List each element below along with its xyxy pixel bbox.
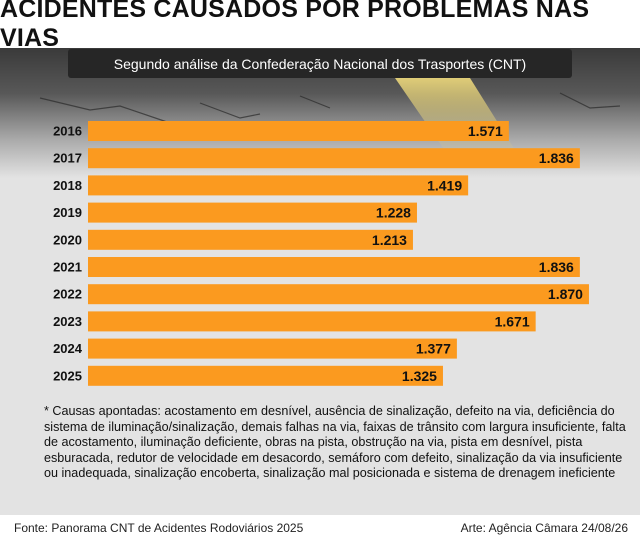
bar — [88, 121, 509, 141]
credit-text: Arte: Agência Câmara 24/08/26 — [460, 521, 628, 535]
category-label: 2022 — [53, 287, 82, 302]
category-label: 2024 — [53, 341, 83, 356]
category-label: 2016 — [53, 124, 82, 139]
data-label: 1.213 — [372, 232, 407, 248]
category-label: 2017 — [53, 151, 82, 166]
subtitle: Segundo análise da Confederação Nacional… — [113, 55, 527, 72]
footer: Fonte: Panorama CNT de Acidentes Rodoviá… — [0, 515, 640, 542]
source-text: Fonte: Panorama CNT de Acidentes Rodoviá… — [14, 521, 304, 535]
bar — [88, 229, 413, 250]
bar — [88, 365, 443, 386]
category-label: 2020 — [53, 232, 82, 247]
data-label: 1.571 — [468, 123, 503, 139]
bar — [88, 257, 580, 277]
data-label: 1.836 — [539, 259, 574, 275]
data-label: 1.377 — [416, 341, 451, 357]
footnote: * Causas apontadas: acostamento em desní… — [44, 404, 626, 481]
category-label: 2021 — [53, 260, 82, 275]
bar — [88, 175, 469, 196]
category-label: 2025 — [53, 368, 82, 383]
bar — [88, 338, 457, 359]
bar — [88, 311, 536, 332]
category-label: 2019 — [53, 205, 82, 220]
bar-chart: 2016 1.571 2017 1.836 2018 1.419 2019 1.228 2020… — [53, 121, 589, 386]
data-label: 1.419 — [427, 177, 462, 193]
category-label: 2023 — [53, 314, 82, 329]
subtitle-banner: Segundo análise da Confederação Nacional… — [68, 49, 572, 78]
bar — [88, 148, 580, 169]
bar — [88, 284, 589, 305]
bar — [88, 202, 417, 223]
data-label: 1.870 — [548, 286, 583, 302]
page-title: ACIDENTES CAUSADOS POR PROBLEMAS NAS VIA… — [0, 0, 640, 52]
data-label: 1.836 — [539, 150, 574, 166]
data-label: 1.671 — [495, 313, 530, 329]
data-label: 1.325 — [402, 368, 437, 384]
data-label: 1.228 — [376, 205, 411, 221]
category-label: 2018 — [53, 178, 82, 193]
